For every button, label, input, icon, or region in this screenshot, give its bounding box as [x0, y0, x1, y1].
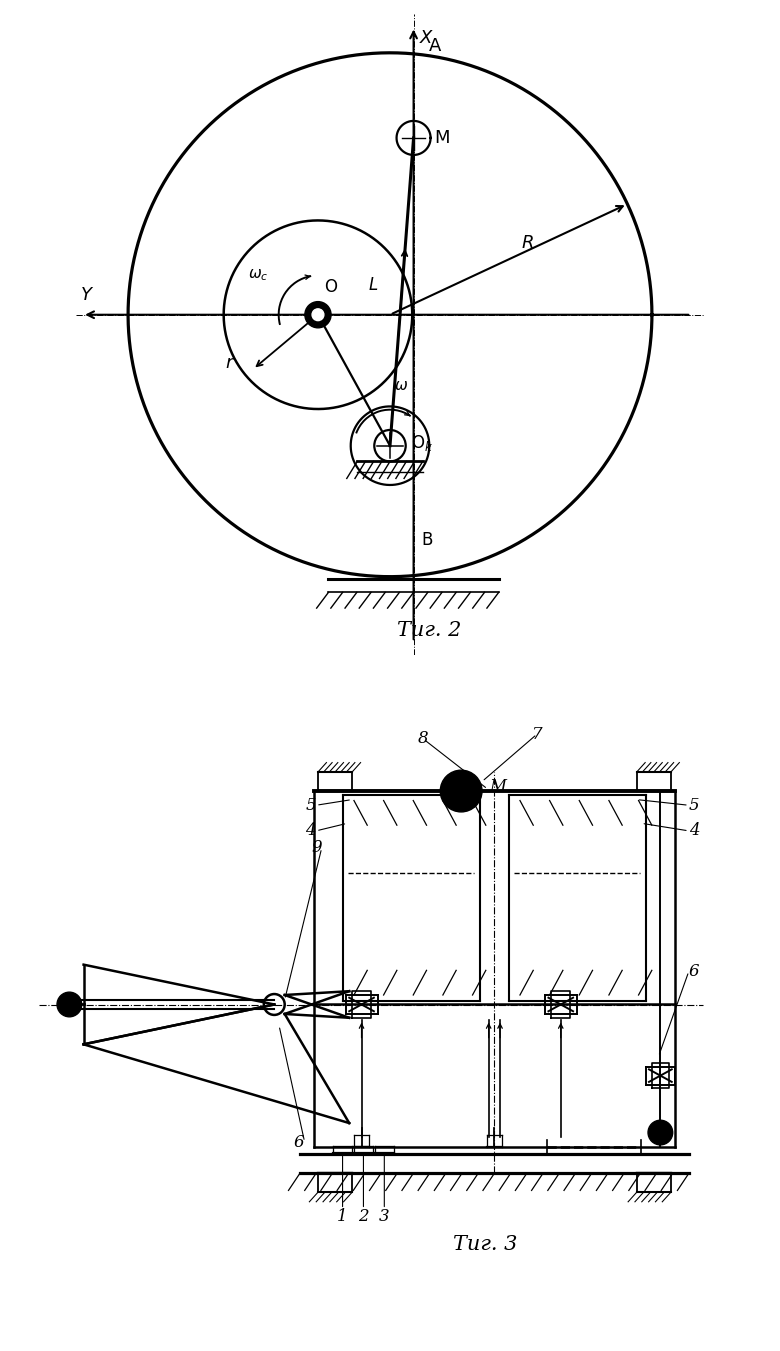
Circle shape: [440, 770, 482, 812]
Text: A: A: [429, 36, 441, 55]
Text: 3: 3: [379, 1208, 390, 1224]
Text: O: O: [324, 278, 338, 296]
Text: 4: 4: [306, 823, 316, 839]
Text: 4: 4: [689, 823, 700, 839]
Text: 5: 5: [689, 797, 700, 813]
Text: Τиг. 3: Τиг. 3: [452, 1235, 517, 1254]
Text: 6: 6: [689, 963, 700, 979]
Text: 2: 2: [358, 1208, 369, 1224]
Text: M: M: [490, 778, 506, 794]
Text: L: L: [369, 276, 378, 295]
Text: 7: 7: [532, 725, 542, 743]
Text: 6: 6: [294, 1133, 305, 1151]
Text: $\omega_c$: $\omega_c$: [248, 267, 268, 284]
Text: 8: 8: [418, 731, 428, 747]
Text: O$_k$: O$_k$: [411, 434, 434, 453]
Text: R: R: [521, 234, 534, 251]
Text: $\omega$: $\omega$: [394, 378, 408, 393]
Circle shape: [57, 992, 82, 1017]
Circle shape: [648, 1120, 672, 1144]
Circle shape: [312, 309, 324, 320]
Text: 9: 9: [311, 839, 321, 857]
Text: 5: 5: [306, 797, 316, 813]
Text: B: B: [421, 531, 433, 549]
Text: X: X: [420, 30, 432, 47]
Text: r: r: [225, 354, 233, 372]
Text: Y: Y: [81, 286, 92, 304]
Text: 1: 1: [337, 1208, 348, 1224]
Text: M: M: [434, 128, 450, 147]
Circle shape: [305, 301, 331, 328]
Text: Τиг. 2: Τиг. 2: [397, 620, 462, 639]
